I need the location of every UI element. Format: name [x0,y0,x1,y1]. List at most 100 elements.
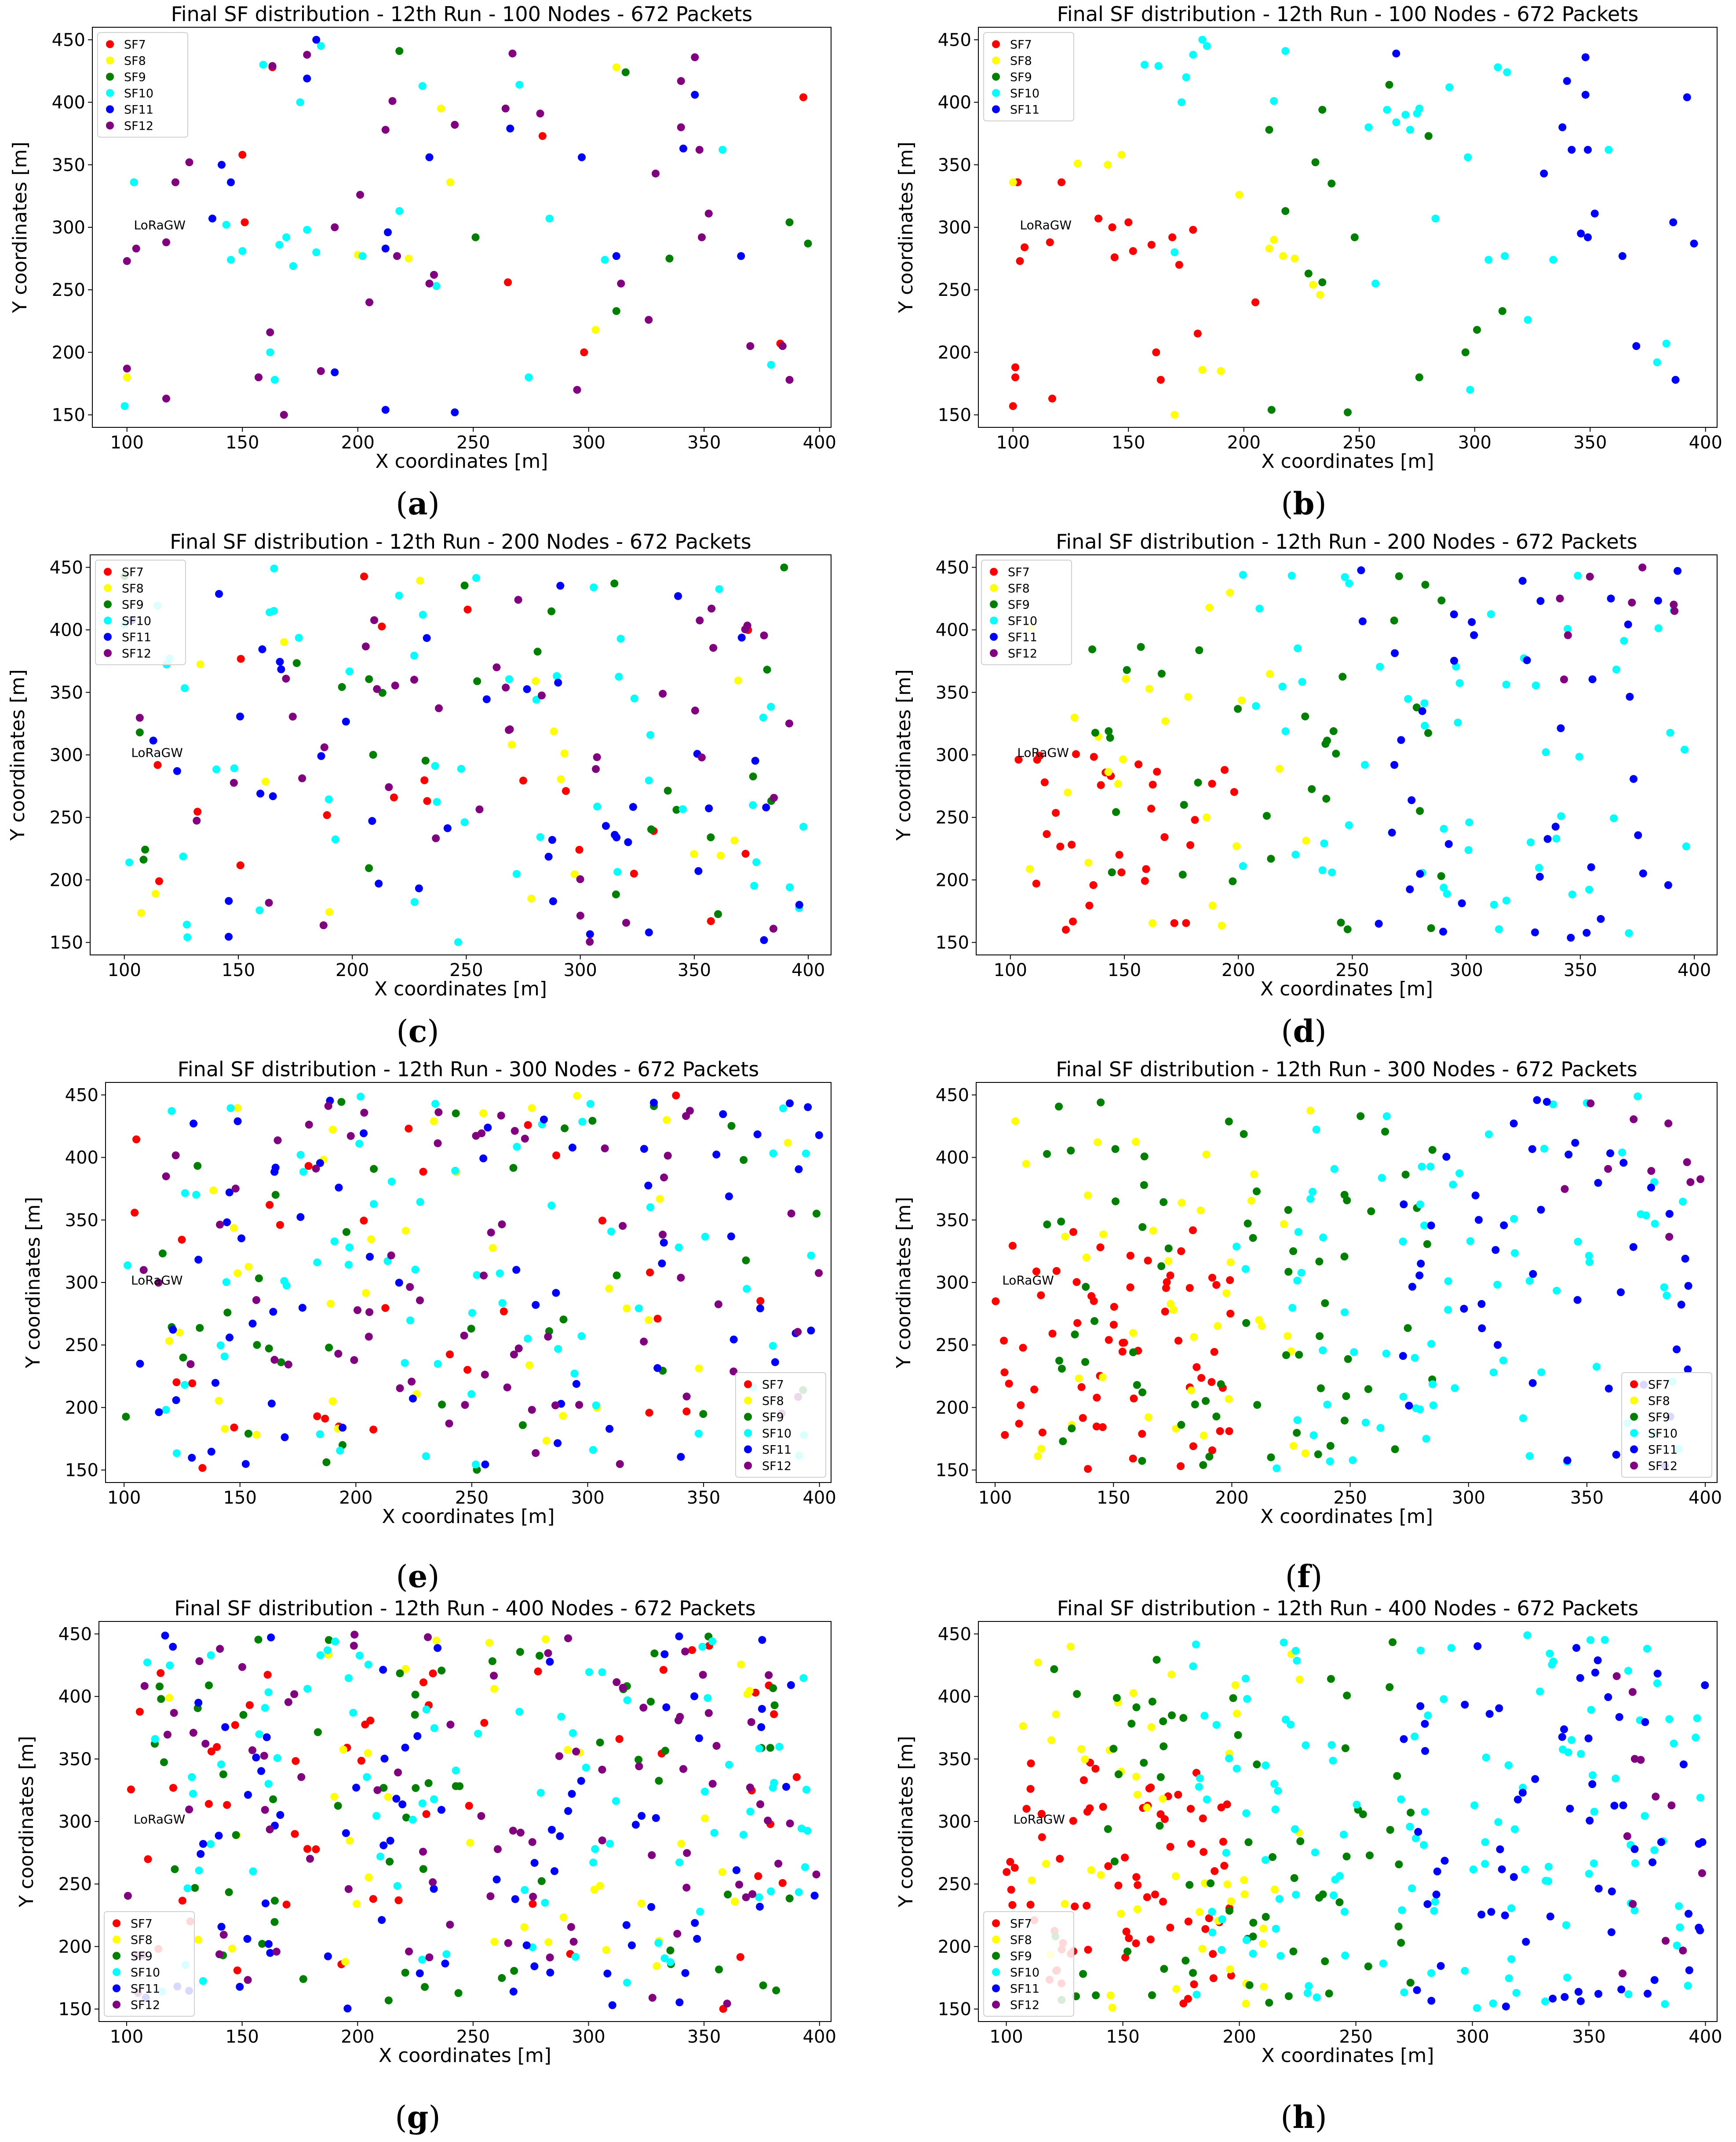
point-sf10 [1510,1249,1519,1257]
point-sf9 [1105,727,1113,735]
point-sf11 [603,1969,612,1978]
point-sf9 [395,47,404,55]
point-sf11 [1571,1139,1579,1147]
point-sf9 [1340,1191,1349,1199]
point-sf12 [569,1938,578,1946]
point-sf12 [356,191,364,199]
legend-marker-sf8 [113,1935,120,1944]
point-sf11 [149,736,157,745]
point-sf11 [1577,230,1585,238]
point-sf11 [522,1941,531,1949]
point-sf10 [1412,1404,1420,1413]
point-sf11 [1588,1780,1597,1789]
point-sf9 [1385,80,1393,89]
point-sf9 [1308,785,1316,793]
point-sf10 [1494,1818,1503,1826]
point-sf11 [795,1165,803,1173]
point-sf8 [637,1899,646,1908]
point-sf7 [1141,877,1149,885]
point-sf10 [715,585,723,593]
x-tick-label: 350 [1573,433,1607,453]
point-sf9 [650,1649,659,1658]
point-sf11 [760,936,768,944]
point-sf12 [704,1709,713,1717]
point-sf7 [580,348,588,357]
point-sf11 [511,1895,519,1903]
point-sf10 [1670,1739,1678,1748]
point-sf10 [1427,1969,1435,1977]
point-sf10 [1502,896,1510,905]
point-sf9 [785,218,794,226]
point-sf9 [588,1117,597,1125]
point-sf10 [1408,1884,1416,1892]
point-sf9 [342,1228,350,1236]
point-sf9 [1137,643,1145,651]
y-tick-label: 150 [936,933,969,953]
point-sf9 [1391,1445,1399,1454]
point-sf10 [238,247,247,255]
point-sf9 [1253,1760,1261,1769]
point-sf10 [775,1743,784,1751]
point-sf9 [510,1967,518,1975]
point-sf11 [1684,1365,1692,1373]
point-sf9 [1341,1744,1349,1752]
point-sf10 [1549,1100,1557,1108]
point-sf9 [772,1986,780,1995]
point-sf7 [645,1409,653,1417]
point-sf8 [1106,1991,1115,2000]
point-sf11 [640,1145,648,1153]
point-sf12 [544,1649,552,1658]
point-sf9 [314,1728,322,1736]
point-sf10 [1542,748,1550,756]
point-sf10 [1431,215,1440,223]
x-tick-label: 350 [687,433,721,453]
point-sf12 [1612,1672,1621,1680]
point-sf9 [1111,1197,1120,1206]
legend-label-sf8: SF8 [762,1395,784,1408]
legend-box [735,1372,826,1478]
point-sf11 [548,836,556,844]
point-sf8 [1202,1150,1211,1158]
point-sf12 [787,1209,795,1218]
point-sf12 [297,1773,306,1781]
legend-label-sf11: SF11 [1010,1982,1039,1996]
point-sf10 [1464,846,1473,854]
point-sf11 [1558,1733,1566,1741]
point-sf10 [222,1278,230,1286]
legend-label-sf12: SF12 [1008,647,1037,661]
point-sf9 [1394,1922,1403,1931]
point-sf11 [532,1301,540,1309]
point-sf10 [1451,1384,1459,1392]
point-sf9 [1415,373,1423,382]
point-sf9 [1284,1992,1293,2000]
chart-title: Final SF distribution - 12th Run - 200 N… [170,530,751,554]
point-sf7 [321,1414,329,1423]
legend-marker-sf8 [104,584,112,592]
point-sf7 [1185,1284,1194,1292]
point-sf12 [746,1783,754,1792]
point-sf7 [1189,226,1197,234]
point-sf8 [1226,1258,1235,1267]
point-sf11 [1533,1096,1541,1104]
point-sf11 [197,1850,205,1858]
point-sf8 [1047,1736,1055,1745]
legend-box [981,560,1072,665]
chart-title: Final SF distribution - 12th Run - 100 N… [171,2,752,26]
point-sf7 [1217,1803,1225,1812]
legend-label-sf12: SF12 [1010,1999,1039,2012]
point-sf9 [1245,1981,1254,1989]
point-sf12 [461,1401,469,1409]
point-sf7 [465,1802,473,1810]
point-sf12 [746,342,755,350]
captions: (a) (b)(c) (d)(e) (f)(g) (h) [395,485,1327,2135]
point-sf8 [1301,1449,1309,1457]
point-sf10 [1546,1650,1554,1658]
point-sf10 [505,675,513,683]
point-sf10 [179,852,187,861]
point-sf12 [312,1164,320,1173]
point-sf12 [215,1950,223,1959]
point-sf10 [1331,1876,1339,1884]
point-sf12 [255,373,263,382]
point-sf7 [615,1735,624,1743]
legend-marker-sf10 [744,1429,752,1437]
